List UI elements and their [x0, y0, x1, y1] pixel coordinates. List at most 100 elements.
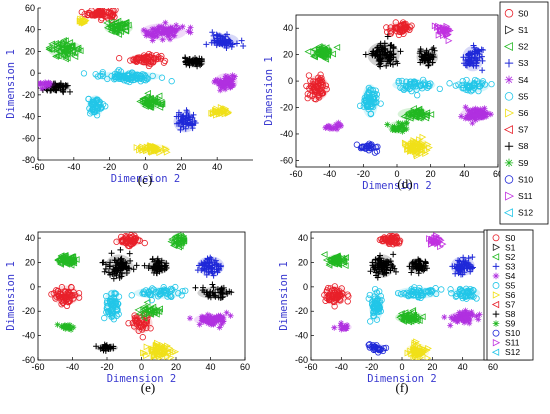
data-point [333, 43, 341, 51]
data-point [473, 295, 480, 302]
data-point [404, 349, 412, 357]
data-point [163, 30, 170, 37]
data-point [455, 81, 462, 88]
x-tick-label: 40 [458, 362, 468, 372]
cluster-S5 [394, 284, 445, 301]
legend-marker [492, 291, 501, 299]
data-point [341, 323, 348, 330]
data-point [119, 238, 126, 246]
data-point [141, 290, 148, 297]
y-tick-label: -60 [22, 355, 35, 365]
data-point [108, 20, 116, 28]
data-point [410, 80, 418, 87]
data-point [477, 106, 484, 113]
data-point [331, 259, 339, 267]
cluster-S8 [141, 255, 170, 277]
data-point [99, 69, 106, 76]
cluster-S2 [134, 298, 163, 322]
y-tick-label: -20 [22, 306, 35, 316]
cluster-S8 [192, 281, 235, 301]
data-point [157, 264, 164, 271]
data-point [217, 317, 224, 324]
x-tick-label: 0 [143, 162, 148, 172]
data-point [455, 257, 462, 264]
data-point [429, 46, 436, 53]
data-point [373, 91, 381, 98]
data-point [475, 316, 482, 323]
data-point [146, 30, 153, 37]
data-point [100, 259, 107, 266]
data-point [452, 293, 460, 300]
data-point [113, 303, 120, 310]
data-point [406, 263, 413, 270]
data-point [227, 312, 234, 319]
cluster-S0 [78, 8, 119, 24]
data-point [58, 42, 66, 50]
data-point [461, 319, 468, 326]
legend-box [486, 229, 534, 361]
data-point [305, 72, 313, 79]
data-point [155, 23, 162, 30]
data-point [423, 265, 430, 272]
data-point [107, 298, 114, 306]
data-point [396, 313, 403, 321]
data-point [154, 288, 161, 295]
data-point [110, 345, 117, 352]
data-point [178, 117, 185, 124]
data-point [375, 260, 382, 267]
data-point [331, 294, 338, 301]
data-point [472, 116, 479, 123]
data-point [390, 45, 397, 52]
data-point [44, 87, 51, 94]
cluster-S6 [401, 133, 433, 160]
data-point [77, 15, 85, 23]
data-point [203, 41, 210, 48]
cluster-S8 [406, 256, 430, 277]
data-point [468, 309, 475, 316]
data-point [425, 62, 432, 69]
data-point [101, 345, 108, 352]
data-point [473, 62, 480, 69]
data-point [383, 266, 390, 273]
legends: S0S1S2S3S4S5S6S7S8S9S10S11S12S0S1S2S3S4S… [483, 1, 549, 361]
cluster-S0 [383, 19, 415, 39]
data-point [403, 120, 410, 127]
data-point [424, 354, 432, 360]
data-point [327, 293, 334, 301]
legend-label: S1 [505, 242, 516, 252]
data-point [429, 59, 436, 66]
data-point [427, 237, 435, 244]
data-point [200, 284, 207, 291]
data-point [448, 290, 455, 297]
data-point [443, 24, 451, 32]
data-point [139, 324, 147, 331]
data-point [450, 316, 457, 323]
data-point [193, 57, 200, 64]
data-point [369, 262, 376, 269]
data-point [454, 261, 461, 268]
data-point [379, 265, 386, 272]
data-point [331, 303, 338, 310]
data-point [415, 262, 422, 269]
legend-marker [503, 125, 513, 135]
data-point [461, 257, 468, 264]
data-point [193, 58, 200, 65]
data-point [143, 93, 151, 101]
data-point [160, 59, 168, 66]
data-point [152, 33, 159, 40]
data-point [451, 313, 458, 320]
data-point [158, 288, 165, 295]
data-point [407, 347, 415, 355]
data-point [322, 55, 330, 63]
data-point [470, 112, 477, 119]
data-point [53, 87, 60, 94]
data-point [149, 37, 156, 44]
data-point [155, 146, 163, 154]
legend-label: S2 [518, 42, 529, 52]
data-point [62, 325, 69, 332]
data-point [150, 264, 157, 271]
legend-marker [491, 253, 500, 261]
data-point [373, 94, 380, 102]
legend-label: S10 [505, 328, 520, 338]
data-point [127, 257, 134, 264]
